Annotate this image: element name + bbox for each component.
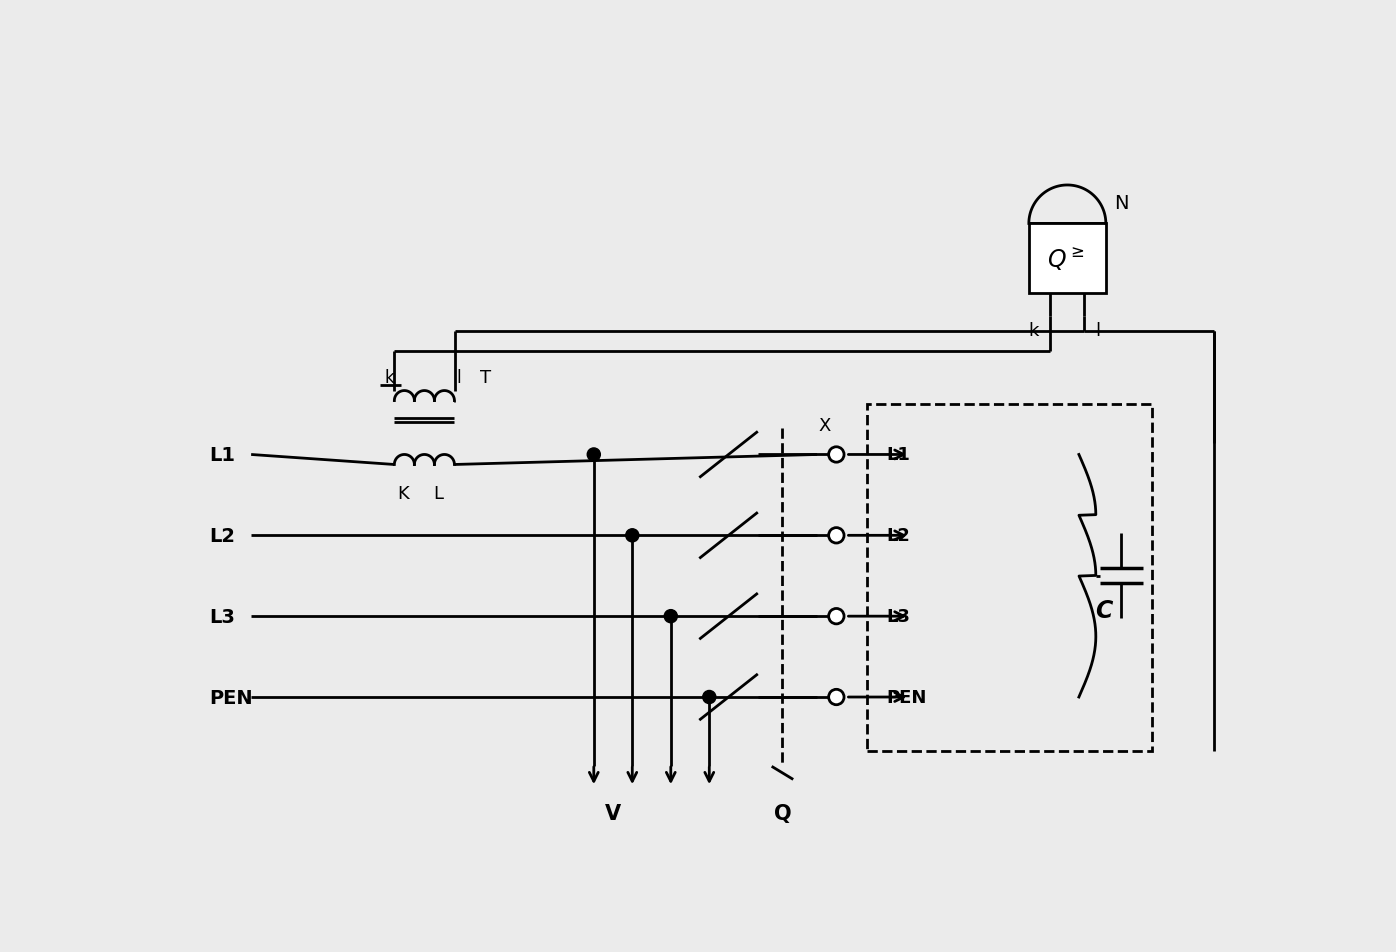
- Bar: [1029, 225, 1106, 293]
- Text: X: X: [818, 417, 831, 435]
- Circle shape: [829, 528, 845, 544]
- Circle shape: [588, 448, 600, 462]
- Text: L1: L1: [209, 446, 235, 465]
- Text: PEN: PEN: [209, 687, 253, 706]
- Text: L1: L1: [886, 446, 910, 464]
- Bar: [867, 405, 1152, 751]
- Text: l: l: [456, 369, 461, 387]
- Text: L: L: [433, 485, 444, 503]
- Text: k: k: [385, 369, 395, 387]
- Text: C: C: [1096, 599, 1113, 623]
- Text: L2: L2: [886, 526, 910, 545]
- Text: T: T: [480, 369, 491, 387]
- Text: l: l: [1096, 322, 1100, 339]
- Circle shape: [829, 447, 845, 463]
- Text: N: N: [1114, 193, 1128, 212]
- Text: k: k: [1029, 322, 1039, 339]
- Text: K: K: [396, 485, 409, 503]
- Circle shape: [625, 529, 639, 543]
- Circle shape: [829, 609, 845, 625]
- Text: PEN: PEN: [886, 688, 927, 706]
- Circle shape: [702, 691, 716, 704]
- Text: $Q^{\geq}$: $Q^{\geq}$: [1047, 246, 1085, 272]
- Text: V: V: [604, 803, 621, 823]
- Text: L3: L3: [886, 607, 910, 625]
- Text: Q: Q: [773, 803, 792, 823]
- Text: L2: L2: [209, 526, 235, 545]
- Text: L3: L3: [209, 607, 235, 626]
- Circle shape: [664, 610, 677, 623]
- Circle shape: [829, 689, 845, 705]
